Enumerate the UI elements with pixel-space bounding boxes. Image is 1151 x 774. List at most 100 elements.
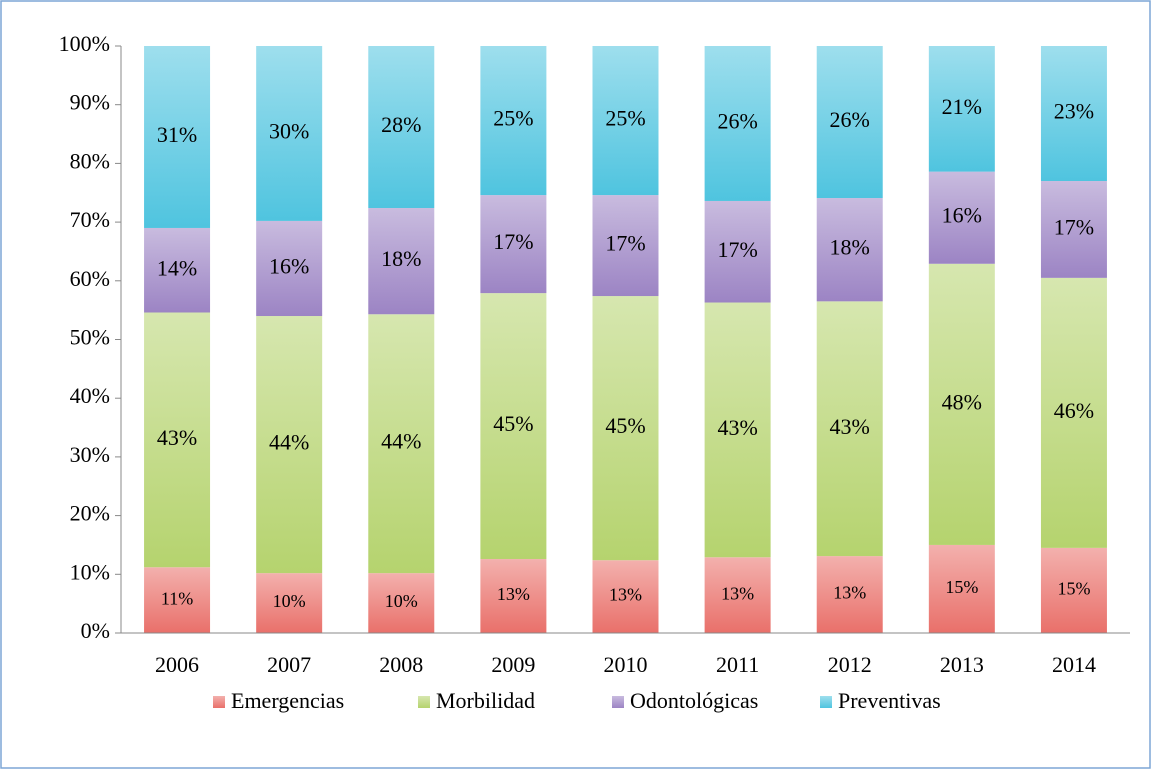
bar-segment: [592, 296, 659, 561]
data-label: 26%: [830, 107, 870, 132]
data-label: 15%: [945, 577, 978, 597]
y-tick-label: 30%: [70, 442, 110, 467]
data-label: 15%: [1057, 579, 1090, 599]
data-label: 13%: [497, 584, 530, 604]
bar-segment: [144, 46, 211, 228]
x-tick-label: 2013: [940, 652, 984, 677]
data-label: 43%: [717, 415, 757, 440]
y-tick-label: 50%: [70, 325, 110, 350]
x-tick-label: 2007: [267, 652, 311, 677]
x-tick-label: 2006: [155, 652, 199, 677]
bar-segment: [592, 46, 659, 196]
bar-segment: [592, 560, 659, 633]
legend-swatch: [612, 696, 624, 708]
data-label: 48%: [942, 389, 982, 414]
bar-segment: [144, 567, 211, 633]
bar-segment: [704, 200, 771, 303]
bar-segment: [816, 46, 883, 199]
bar-segment: [928, 544, 995, 633]
data-label: 17%: [493, 229, 533, 254]
y-tick-label: 20%: [70, 501, 110, 526]
y-tick-label: 90%: [70, 90, 110, 115]
bar-segment: [1040, 46, 1107, 182]
bar-segment: [928, 263, 995, 545]
data-label: 17%: [605, 231, 645, 256]
x-tick-label: 2008: [379, 652, 423, 677]
data-label: 10%: [273, 591, 306, 611]
bar-segment: [480, 559, 547, 633]
bar-segment: [368, 314, 435, 574]
data-label: 25%: [605, 106, 645, 131]
data-label: 10%: [385, 591, 418, 611]
data-label: 16%: [942, 203, 982, 228]
bar-segment: [368, 208, 435, 315]
bar-segment: [256, 573, 323, 633]
bar-segment: [928, 46, 995, 172]
bar-segment: [704, 46, 771, 201]
data-label: 26%: [717, 109, 757, 134]
data-label: 45%: [493, 411, 533, 436]
data-label: 43%: [157, 425, 197, 450]
bar-segment: [256, 46, 323, 221]
data-label: 17%: [717, 237, 757, 262]
bar-segment: [1040, 547, 1107, 633]
legend-swatch: [213, 696, 225, 708]
data-label: 30%: [269, 119, 309, 144]
bar-segment: [480, 195, 547, 294]
data-label: 11%: [161, 588, 193, 608]
bar-segment: [704, 557, 771, 633]
x-tick-label: 2011: [716, 652, 759, 677]
data-label: 18%: [830, 235, 870, 260]
data-label: 45%: [605, 413, 645, 438]
data-label: 31%: [157, 122, 197, 147]
bar-segment: [928, 171, 995, 264]
y-tick-label: 80%: [70, 148, 110, 173]
legend-label: Odontológicas: [630, 688, 758, 713]
bar-segment: [144, 312, 211, 568]
bar-segment: [816, 301, 883, 557]
y-tick-label: 100%: [59, 31, 110, 56]
data-label: 13%: [721, 583, 754, 603]
bar-segment: [816, 556, 883, 633]
data-label: 28%: [381, 112, 421, 137]
y-tick-label: 10%: [70, 559, 110, 584]
legend-label: Preventivas: [838, 688, 941, 713]
data-label: 44%: [269, 430, 309, 455]
bar-segment: [816, 198, 883, 302]
data-label: 46%: [1054, 398, 1094, 423]
data-label: 25%: [493, 106, 533, 131]
legend-swatch: [820, 696, 832, 708]
data-label: 43%: [830, 414, 870, 439]
data-label: 17%: [1054, 214, 1094, 239]
data-label: 44%: [381, 429, 421, 454]
data-label: 21%: [942, 94, 982, 119]
bar-segment: [256, 316, 323, 574]
x-tick-label: 2012: [828, 652, 872, 677]
y-tick-label: 0%: [81, 618, 110, 643]
y-tick-label: 70%: [70, 207, 110, 232]
data-label: 18%: [381, 246, 421, 271]
data-label: 13%: [609, 585, 642, 605]
y-tick-label: 60%: [70, 266, 110, 291]
bar-segment: [256, 220, 323, 317]
bar-segment: [144, 227, 211, 313]
y-tick-label: 40%: [70, 383, 110, 408]
bar-segment: [592, 195, 659, 297]
data-label: 16%: [269, 254, 309, 279]
bar-segment: [480, 46, 547, 196]
bar-segment: [480, 293, 547, 560]
data-label: 13%: [833, 583, 866, 603]
x-tick-label: 2010: [604, 652, 648, 677]
data-label: 14%: [157, 255, 197, 280]
bar-segment: [368, 573, 435, 633]
bar-segment: [704, 302, 771, 558]
legend-swatch: [418, 696, 430, 708]
x-tick-label: 2014: [1052, 652, 1096, 677]
legend-label: Morbilidad: [436, 688, 535, 713]
bar-segment: [1040, 181, 1107, 278]
x-tick-label: 2009: [491, 652, 535, 677]
legend-label: Emergencias: [231, 688, 344, 713]
data-label: 23%: [1054, 99, 1094, 124]
